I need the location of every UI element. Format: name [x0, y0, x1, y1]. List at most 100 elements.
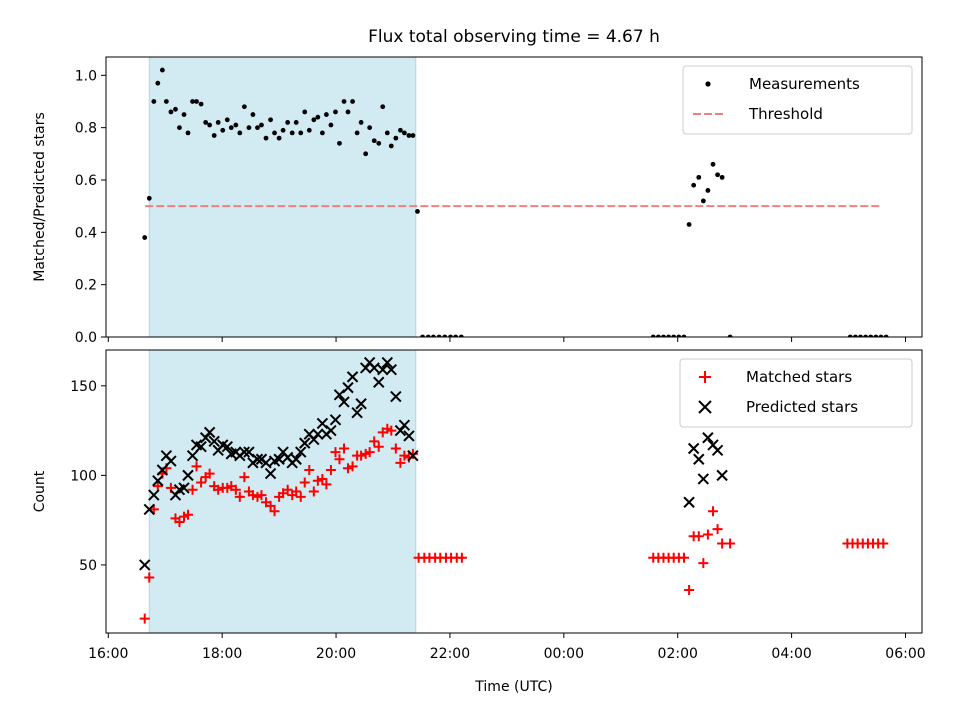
measurement-point: [420, 334, 426, 337]
measurement-point: [151, 99, 157, 104]
y-tick-label: 0.8: [75, 121, 97, 137]
y-tick-label: 150: [70, 379, 97, 395]
measurement-point: [458, 334, 464, 337]
predicted-marker: [186, 449, 199, 462]
measurement-point: [220, 127, 226, 133]
measurement-point: [371, 138, 377, 144]
measurement-point: [715, 172, 720, 178]
matched-marker: [678, 552, 689, 563]
measurement-point: [410, 133, 416, 138]
legend-label: Matched stars: [746, 368, 852, 386]
matched-marker: [334, 454, 345, 465]
predicted-marker: [683, 496, 695, 508]
measurement-point: [163, 99, 169, 104]
bottom-panel-counts: 50 100 150 Count 16:00 18:00 20:00 22:00 00:00 02…: [32, 349, 926, 662]
measurement-point: [367, 125, 373, 131]
measurement-point: [315, 114, 321, 120]
measurement-point: [276, 135, 282, 141]
matched-marker: [712, 524, 723, 535]
measurement-point: [146, 195, 152, 201]
measurement-point: [671, 334, 677, 337]
measurement-point: [363, 151, 369, 157]
predicted-marker: [351, 406, 363, 419]
legend-box: [682, 65, 913, 135]
measurement-point: [681, 334, 687, 337]
predicted-marker: [338, 396, 350, 408]
chart-title: Flux total observing time = 4.67 h: [368, 27, 660, 47]
matched-marker: [708, 506, 719, 517]
matched-marker: [304, 465, 315, 476]
measurement-point: [311, 117, 317, 123]
predicted-marker: [143, 503, 155, 516]
predicted-marker: [385, 363, 397, 376]
measurement-point: [345, 109, 351, 115]
measurement-point: [341, 99, 347, 104]
measurement-point: [388, 143, 394, 149]
predicted-marker: [693, 453, 705, 465]
predicted-marker: [329, 414, 342, 426]
y-tick-label: 0.2: [75, 278, 97, 294]
predicted-marker: [702, 432, 714, 444]
measurement-point: [246, 125, 252, 131]
predicted-marker: [148, 489, 160, 501]
bottom-legend: Matched stars Predicted stars: [679, 358, 913, 428]
predicted-marker: [208, 435, 220, 448]
matched-marker: [725, 538, 736, 549]
legend-marker: [699, 371, 711, 383]
measurement-point: [406, 133, 412, 138]
predicted-marker: [195, 441, 207, 453]
bottom-series-1: [139, 356, 728, 571]
x-tick-label: 20:00: [316, 646, 356, 662]
bottom-plot-area: [139, 350, 889, 633]
measurement-point: [215, 120, 221, 125]
predicted-marker: [325, 424, 337, 437]
measurement-point: [142, 235, 148, 240]
measurement-point: [306, 127, 312, 133]
matched-marker: [269, 506, 280, 517]
matched-marker: [239, 472, 250, 483]
matched-marker: [343, 463, 354, 474]
measurement-point: [198, 101, 204, 107]
matched-marker: [312, 475, 323, 486]
matched-marker: [386, 425, 397, 436]
matched-marker: [399, 450, 410, 461]
measurement-point: [237, 130, 243, 136]
predicted-marker: [295, 446, 307, 458]
legend-label: Measurements: [749, 75, 860, 93]
measurement-point: [358, 120, 364, 125]
predicted-marker: [373, 376, 385, 388]
measurement-point: [168, 109, 174, 115]
measurement-point: [173, 106, 178, 112]
matched-marker: [698, 558, 709, 569]
predicted-marker: [290, 453, 302, 465]
top-plot-area: [142, 57, 889, 337]
measurement-point: [323, 112, 329, 117]
predicted-marker: [260, 457, 272, 469]
predicted-marker: [221, 441, 233, 453]
measurement-point: [194, 99, 199, 104]
predicted-marker: [711, 444, 724, 457]
x-tick-label: 22:00: [430, 646, 470, 662]
measurement-point: [263, 135, 269, 141]
matched-marker: [321, 479, 332, 490]
matched-marker: [191, 461, 202, 472]
predicted-marker: [697, 473, 710, 485]
measurement-point: [696, 174, 702, 180]
predicted-marker: [381, 356, 394, 369]
matched-marker: [373, 441, 384, 452]
top-series-0: [142, 67, 889, 337]
measurement-point: [873, 334, 879, 337]
measurement-point: [255, 125, 260, 131]
measurement-point: [691, 182, 697, 188]
matched-marker: [456, 552, 467, 563]
measurement-point: [393, 135, 399, 141]
measurement-point: [863, 334, 869, 337]
measurement-point: [293, 120, 299, 125]
measurement-point: [727, 334, 733, 337]
measurement-point: [397, 127, 403, 133]
matched-marker: [139, 613, 150, 624]
measurement-point: [268, 117, 273, 123]
measurement-point: [868, 334, 874, 337]
measurement-point: [302, 109, 308, 115]
